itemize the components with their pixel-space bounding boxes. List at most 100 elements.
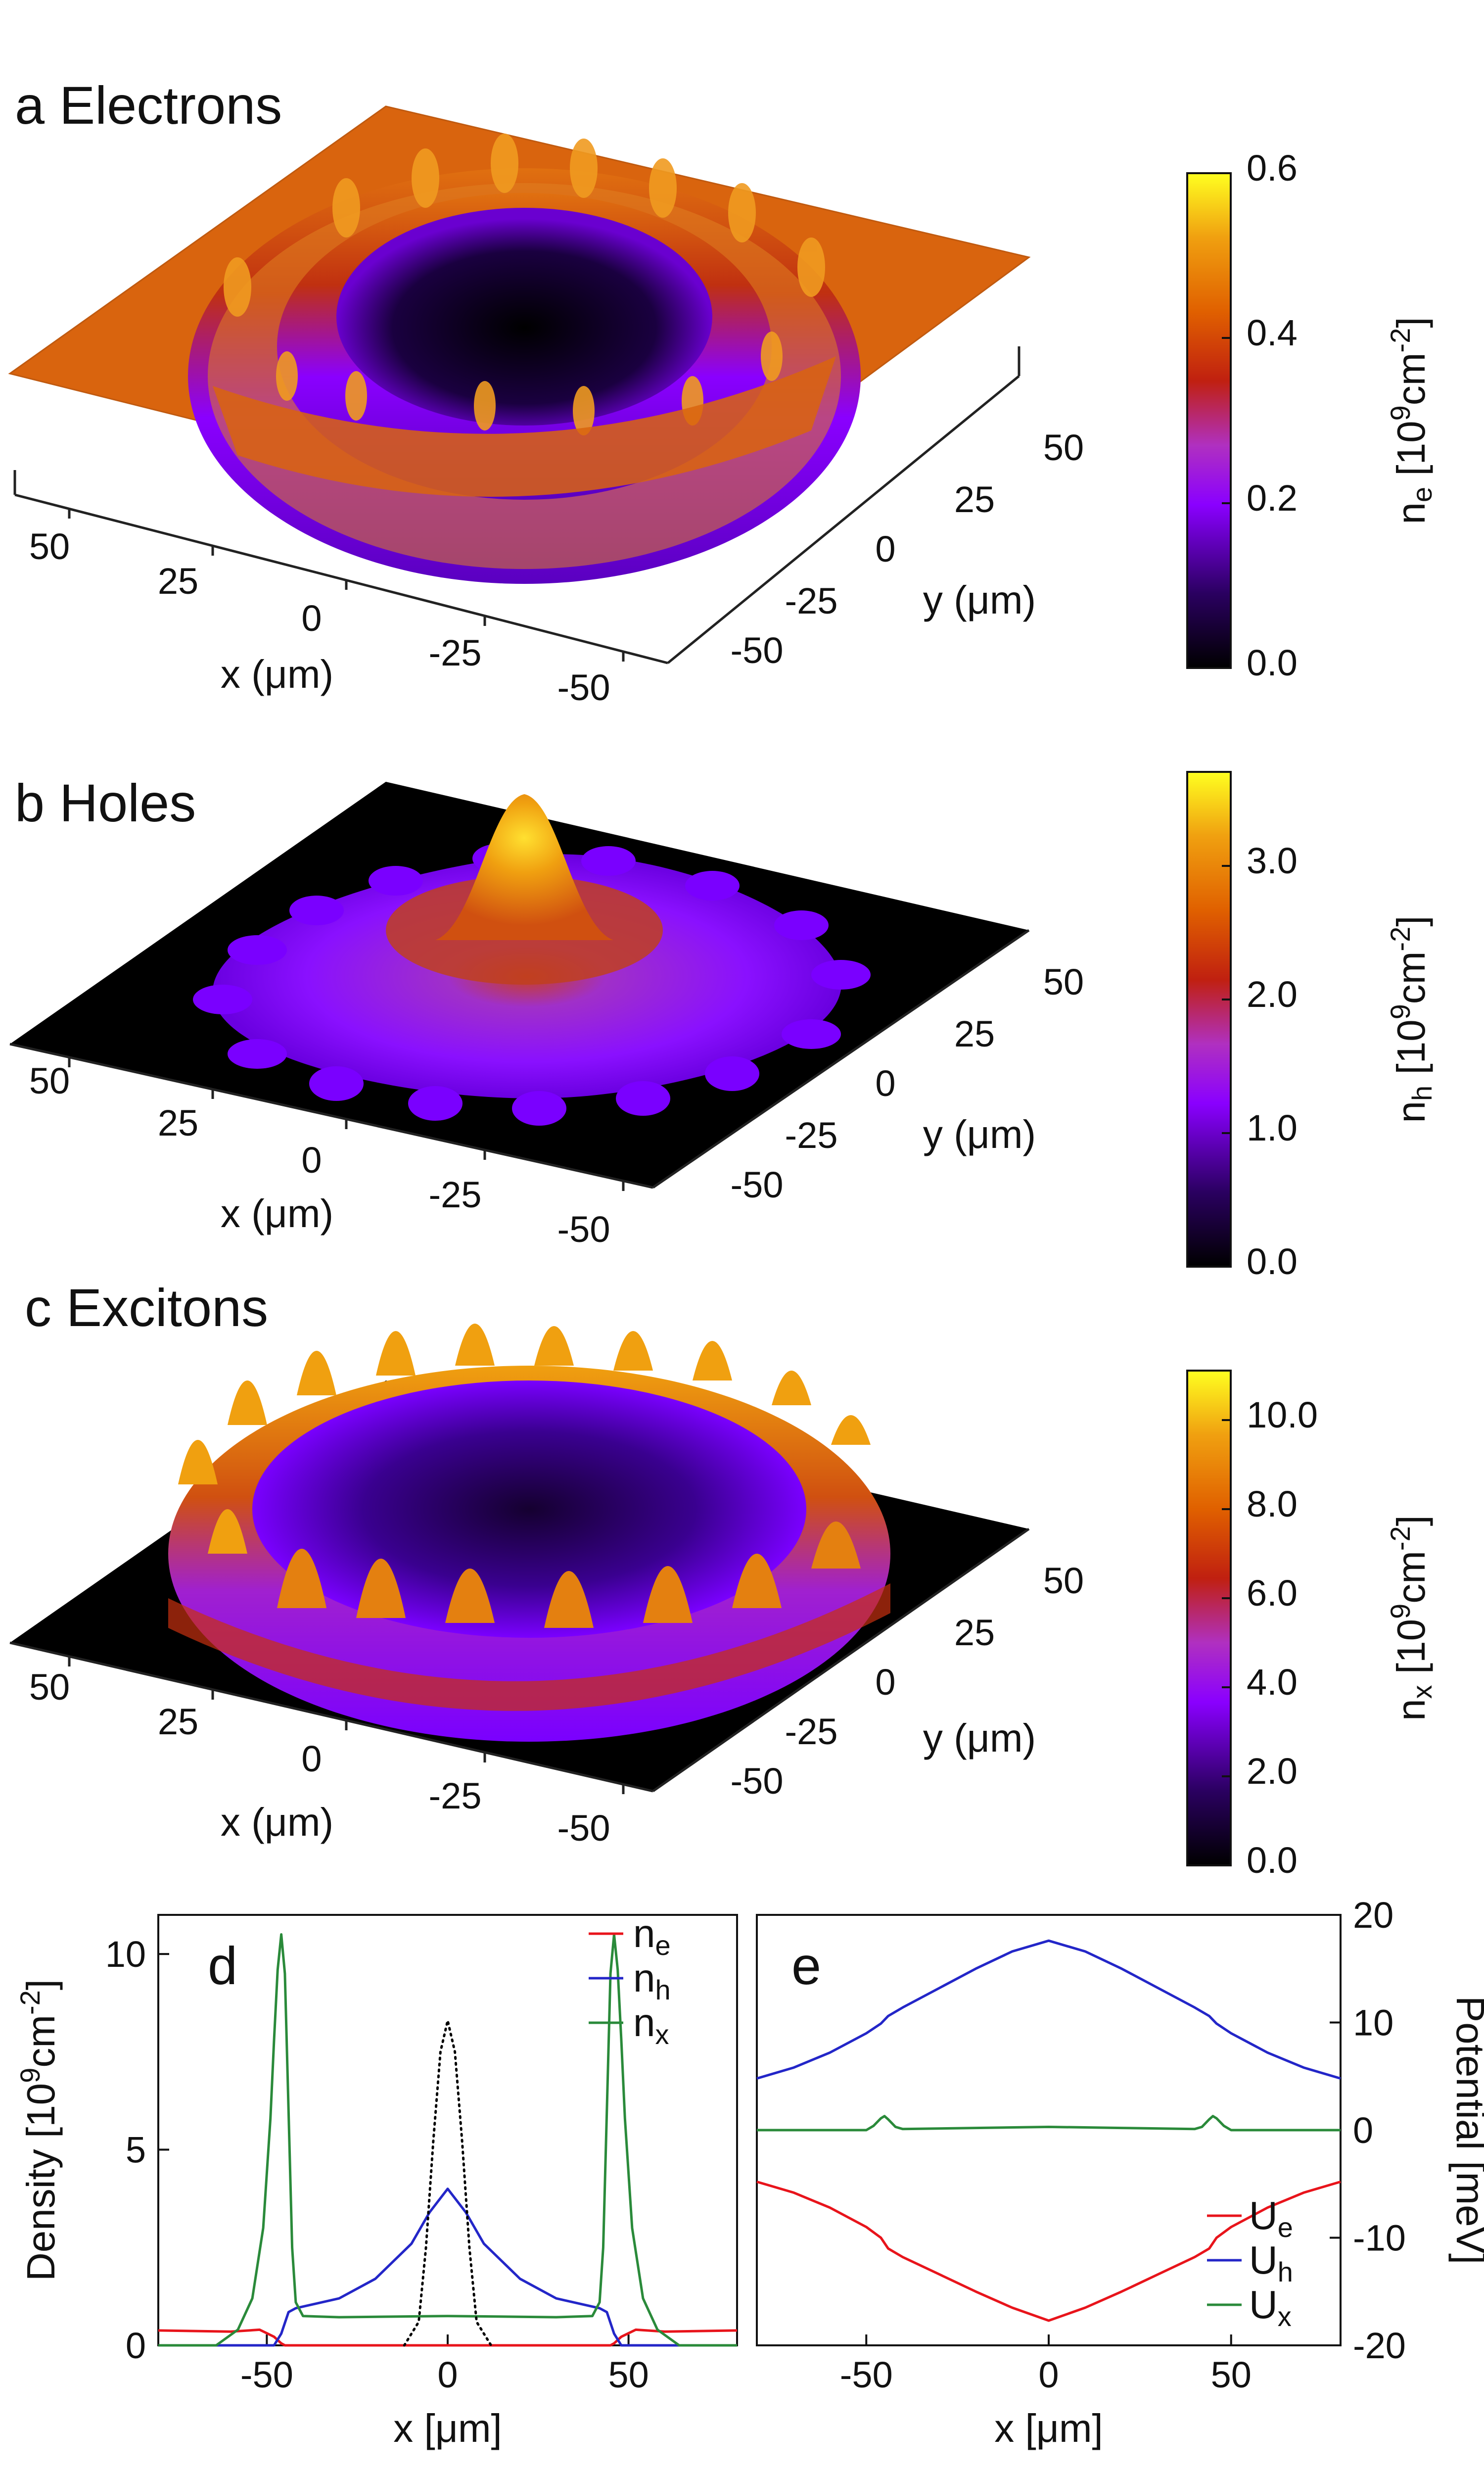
panel-b-x-tick: -25 [429,1174,482,1215]
panel-a-x-ticks [68,509,625,662]
panel-b-y-tick: -50 [731,1164,784,1205]
y-tick-label: 0 [126,2325,146,2366]
panel-c-y-tick: 25 [954,1612,995,1653]
panel-c-excitons: c Excitons [9,1278,1438,1881]
x-tick-label: -50 [240,2354,293,2395]
panel-a-x-tick: -25 [429,632,482,673]
panel-d-density-chart: -50 0 50 0 5 10 d x [μm] Density [109cm-2] ne… [14,1911,738,2450]
panel-e-label: e [791,1936,821,1996]
panel-b-holes: b Holes [9,771,1438,1282]
panel-b-colorbar-label: nh [109cm-2] [1385,916,1438,1123]
panel-e-x-label: x [μm] [994,2406,1103,2450]
legend-ux-label: Ux [1249,2283,1292,2332]
panel-c-cb-tick: 8.0 [1247,1483,1298,1524]
y-tick-label: -20 [1353,2325,1406,2366]
y-tick-label: 20 [1353,1895,1393,1936]
panel-e-potential-chart: -50 0 50 20 10 0 -10 -20 e x [μm] Potential [me… [756,1895,1484,2450]
panel-c-colorbar [1186,1370,1232,1866]
panel-c-colorbar-ticks [1222,1419,1231,1777]
panel-c-box [9,1527,1030,1793]
panel-c-x-tick: -50 [557,1808,610,1849]
panel-a-cb-tick: 0.6 [1247,147,1298,189]
panel-a-x-tick: 50 [29,526,70,567]
legend-ne-label: ne [633,1911,671,1961]
series-U-x [757,2115,1341,2132]
panel-b-colorbar-ticks [1222,865,1231,1134]
panel-b-box [9,929,1030,1189]
legend-nx-label: nx [633,2000,669,2050]
panel-d-label: d [208,1936,237,1996]
panel-e-legend: Ue Uh Ux [1207,2193,1293,2332]
panel-c-x-tick: 0 [301,1738,322,1779]
panel-b-cb-tick: 0.0 [1247,1241,1298,1282]
panel-c-x-tick: 50 [29,1666,70,1708]
series-n-h [158,2188,737,2347]
panel-b-x-tick: -50 [557,1209,610,1250]
panel-c-x-tick: 25 [158,1701,198,1742]
panel-a-y-tick: 25 [954,479,995,520]
panel-b-cb-tick: 3.0 [1247,840,1298,881]
y-tick-label: -10 [1353,2218,1406,2259]
panel-d-x-label: x [μm] [393,2406,502,2450]
panel-b-label: b Holes [15,773,196,833]
panel-a-label: a Electrons [15,75,282,135]
panel-c-cb-tick: 6.0 [1247,1572,1298,1614]
panel-d-y-label: Density [109cm-2] [14,1979,63,2281]
panel-a-colorbar-label: ne [109cm-2] [1385,317,1438,524]
panel-c-surface [10,1324,1029,1791]
series-U-e [756,2181,1341,2322]
panel-a-x-tick: -50 [557,667,610,708]
panel-b-y-tick: -25 [785,1115,838,1156]
panel-a-y-tick: 50 [1043,427,1084,468]
panel-a-cb-tick: 0.4 [1247,312,1298,353]
panel-e-y-label: Potential [meV] [1448,1996,1484,2265]
panel-b-y-tick: 0 [875,1063,895,1104]
panel-d-series [158,1933,738,2347]
y-tick-label: 0 [1353,2110,1373,2151]
series-n-e [158,2328,738,2347]
panel-a-x-label: x (μm) [221,652,333,696]
x-tick-label: -50 [840,2354,893,2395]
panel-b-x-ticks [68,1057,625,1191]
panel-b-surface [10,782,1029,1188]
panel-d-legend: ne nh nx [589,1911,671,2050]
panel-b-x-tick: 0 [301,1140,322,1181]
panel-a-y-label: y (μm) [923,578,1036,622]
panel-a-x-tick: 25 [158,561,198,602]
panel-b-y-label: y (μm) [923,1112,1036,1156]
x-tick-label: 0 [437,2354,458,2395]
panel-c-cb-tick: 0.0 [1247,1840,1298,1881]
panel-b-cb-tick: 2.0 [1247,974,1298,1015]
panel-c-x-label: x (μm) [221,1800,333,1844]
y-tick-label: 5 [126,2130,146,2171]
panel-a-surface [8,105,1031,584]
panel-a-y-tick: 0 [875,528,895,570]
series-laser [403,2019,493,2347]
panel-d-ticks: -50 0 50 0 5 10 [105,1934,649,2395]
panel-c-y-tick: -50 [731,1760,784,1802]
panel-c-y-tick: 0 [875,1662,895,1703]
panel-c-y-tick: -25 [785,1711,838,1752]
panel-c-colorbar-label: nx [109cm-2] [1385,1515,1438,1721]
x-tick-label: 50 [1211,2354,1252,2395]
panel-b-y-tick: 25 [954,1013,995,1054]
panel-c-cb-tick: 2.0 [1247,1751,1298,1792]
panel-b-x-tick: 50 [29,1060,70,1101]
series-U-h [756,1939,1341,2080]
panel-a-colorbar-ticks [1222,337,1231,504]
panel-c-label: c Excitons [25,1278,268,1337]
panel-b-cb-tick: 1.0 [1247,1107,1298,1148]
panel-b-y-tick: 50 [1043,961,1084,1002]
panel-b-x-label: x (μm) [221,1191,333,1236]
legend-uh-label: Uh [1249,2238,1293,2287]
panel-e-series [756,1939,1341,2322]
y-tick-label: 10 [1353,2002,1393,2044]
panel-a-electrons: a Electrons [8,75,1438,708]
panel-a-box [13,346,1020,665]
panel-a-x-tick: 0 [301,598,322,639]
x-tick-label: 0 [1038,2354,1059,2395]
panel-c-cb-tick: 4.0 [1247,1662,1298,1703]
legend-ue-label: Ue [1249,2193,1293,2243]
panel-a-cb-tick: 0.0 [1247,642,1298,683]
